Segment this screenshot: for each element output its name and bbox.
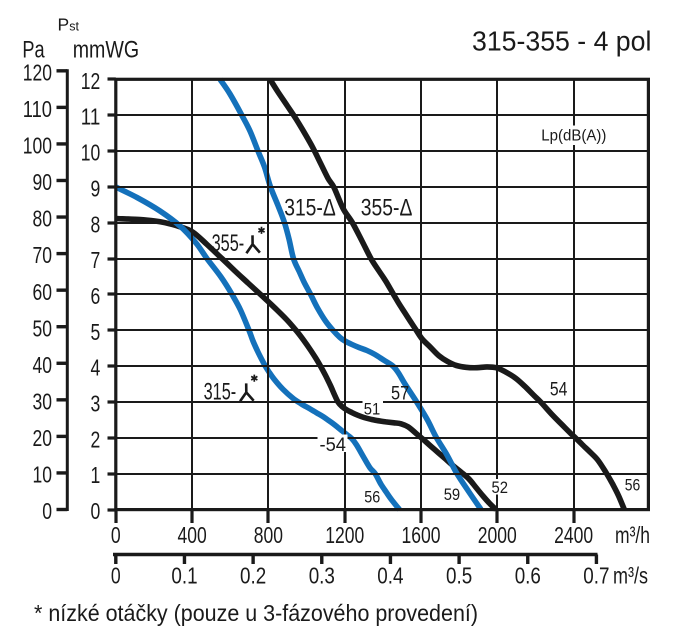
svg-text:* nízké otáčky (pouze u 3-fázo: * nízké otáčky (pouze u 3-fázového prove… [34, 600, 478, 626]
svg-text:0.4: 0.4 [377, 562, 403, 588]
svg-text:54: 54 [550, 380, 568, 401]
svg-text:40: 40 [33, 352, 53, 378]
svg-text:80: 80 [33, 206, 53, 232]
svg-text:11: 11 [81, 104, 101, 130]
svg-text:355-: 355- [212, 230, 245, 257]
svg-text:120: 120 [23, 59, 52, 85]
svg-text:315-355 - 4 pol: 315-355 - 4 pol [472, 25, 651, 56]
svg-text:7: 7 [91, 247, 101, 273]
svg-text:4: 4 [91, 355, 101, 381]
svg-text:10: 10 [81, 140, 101, 166]
svg-text:1: 1 [91, 462, 101, 488]
svg-text:315-Δ: 315-Δ [284, 194, 336, 221]
svg-text:2400: 2400 [554, 522, 593, 548]
svg-text:30: 30 [33, 388, 53, 414]
svg-text:9: 9 [91, 175, 101, 201]
svg-text:0.2: 0.2 [240, 562, 266, 588]
svg-text:0.3: 0.3 [309, 562, 335, 588]
svg-text:Pst: Pst [58, 15, 80, 35]
svg-text:10: 10 [33, 462, 53, 488]
svg-text:50: 50 [33, 315, 53, 341]
svg-text:12: 12 [81, 68, 101, 94]
svg-text:70: 70 [33, 242, 53, 268]
svg-text:Lp(dB(A)): Lp(dB(A)) [541, 128, 606, 145]
svg-text:m³/h: m³/h [615, 522, 650, 548]
svg-text:57: 57 [391, 383, 409, 404]
svg-text:0: 0 [42, 498, 52, 524]
svg-text:315-: 315- [204, 378, 237, 405]
svg-text:0: 0 [111, 522, 121, 548]
svg-text:5: 5 [91, 319, 101, 345]
svg-text:59: 59 [444, 486, 461, 504]
svg-text:2: 2 [91, 426, 101, 452]
svg-text:-54: -54 [320, 435, 347, 456]
svg-text:Pa: Pa [22, 37, 45, 64]
svg-text:0: 0 [91, 498, 101, 524]
svg-text:20: 20 [33, 425, 53, 451]
svg-text:1200: 1200 [325, 522, 364, 548]
svg-text:56: 56 [364, 489, 380, 507]
svg-text:51: 51 [364, 400, 381, 418]
svg-text:m³/s: m³/s [613, 562, 648, 588]
svg-text:6: 6 [91, 283, 101, 309]
svg-text:100: 100 [23, 133, 52, 159]
svg-text:56: 56 [625, 476, 641, 494]
svg-text:2000: 2000 [478, 522, 517, 548]
svg-text:110: 110 [23, 96, 52, 122]
svg-text:400: 400 [178, 522, 207, 548]
svg-text:90: 90 [33, 169, 53, 195]
svg-text:0.7: 0.7 [583, 562, 609, 588]
svg-text:0.1: 0.1 [171, 562, 197, 588]
svg-text:3: 3 [91, 391, 101, 417]
svg-text:60: 60 [33, 279, 53, 305]
svg-text:0: 0 [111, 562, 121, 588]
svg-text:mmWG: mmWG [73, 37, 139, 64]
svg-text:0.6: 0.6 [515, 562, 541, 588]
svg-text:800: 800 [254, 522, 283, 548]
svg-text:8: 8 [91, 211, 101, 237]
svg-text:1600: 1600 [402, 522, 441, 548]
svg-text:52: 52 [492, 479, 509, 497]
svg-text:355-Δ: 355-Δ [361, 194, 413, 221]
svg-text:0.5: 0.5 [446, 562, 472, 588]
